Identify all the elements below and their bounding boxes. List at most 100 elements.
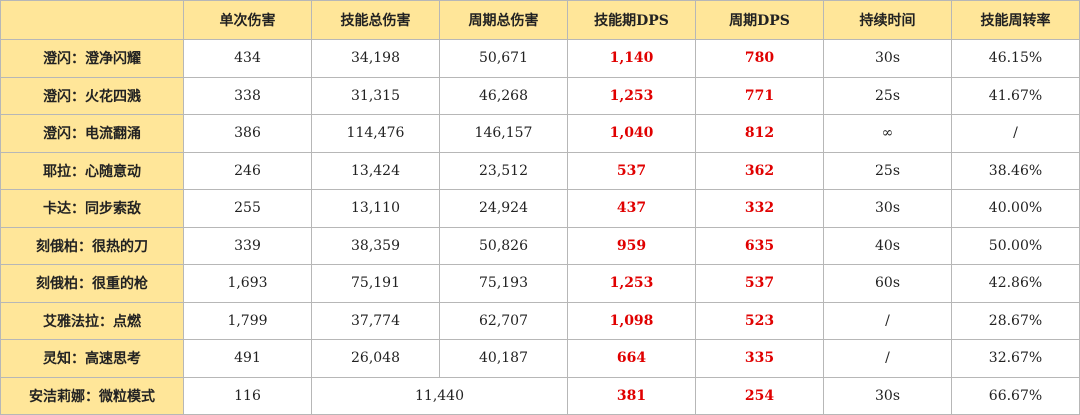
- table-cell: 362: [695, 151, 824, 190]
- table-cell: 11,440: [311, 376, 568, 415]
- header-row: 单次伤害 技能总伤害 周期总伤害 技能期DPS 周期DPS 持续时间 技能周转率: [0, 0, 1080, 40]
- table-cell: 13,424: [311, 151, 440, 190]
- table-row: 澄闪：火花四溅 338 31,315 46,268 1,253 771 25s 41.67%: [0, 76, 1080, 115]
- table-cell: 38.46%: [951, 151, 1080, 190]
- table-cell: 26,048: [311, 339, 440, 378]
- table-cell: 537: [695, 264, 824, 303]
- header-cell: 技能期DPS: [567, 0, 696, 40]
- table-row: 耶拉：心随意动 246 13,424 23,512 537 362 25s 38.46%: [0, 151, 1080, 190]
- table-cell: 771: [695, 76, 824, 115]
- row-label: 澄闪：电流翻涌: [0, 114, 184, 153]
- table-cell: 812: [695, 114, 824, 153]
- table-cell: 664: [567, 339, 696, 378]
- table-cell: 41.67%: [951, 76, 1080, 115]
- table-row: 安洁莉娜：微粒模式 116 11,440 381 254 30s 66.67%: [0, 376, 1080, 415]
- row-label: 刻俄柏：很重的枪: [0, 264, 184, 303]
- row-label: 刻俄柏：很热的刀: [0, 226, 184, 265]
- table-cell: 959: [567, 226, 696, 265]
- table-cell: /: [823, 301, 952, 340]
- table-cell: 116: [183, 376, 312, 415]
- table-cell: 146,157: [439, 114, 568, 153]
- table-cell: /: [823, 339, 952, 378]
- table-cell: 381: [567, 376, 696, 415]
- table-cell: 46.15%: [951, 39, 1080, 78]
- table-cell: 23,512: [439, 151, 568, 190]
- table-cell: 434: [183, 39, 312, 78]
- table-row: 澄闪：电流翻涌 386 114,476 146,157 1,040 812 ∞ /: [0, 114, 1080, 153]
- table-cell: 255: [183, 189, 312, 228]
- table-cell: 1,693: [183, 264, 312, 303]
- row-label: 卡达：同步索敌: [0, 189, 184, 228]
- table-cell: 60s: [823, 264, 952, 303]
- table-cell: 40s: [823, 226, 952, 265]
- table-cell: 335: [695, 339, 824, 378]
- table-cell: 50,826: [439, 226, 568, 265]
- table-cell: 254: [695, 376, 824, 415]
- table-cell: /: [951, 114, 1080, 153]
- table-cell: 34,198: [311, 39, 440, 78]
- table-cell: 50.00%: [951, 226, 1080, 265]
- table-cell: 25s: [823, 76, 952, 115]
- table-cell: 30s: [823, 376, 952, 415]
- table-cell: 40,187: [439, 339, 568, 378]
- header-cell: 技能周转率: [951, 0, 1080, 40]
- table-cell: 1,140: [567, 39, 696, 78]
- row-label: 艾雅法拉：点燃: [0, 301, 184, 340]
- table-cell: 25s: [823, 151, 952, 190]
- table-cell: 50,671: [439, 39, 568, 78]
- table-cell: 523: [695, 301, 824, 340]
- table-cell: 62,707: [439, 301, 568, 340]
- table-cell: ∞: [823, 114, 952, 153]
- table-row: 刻俄柏：很重的枪 1,693 75,191 75,193 1,253 537 60s 42.8…: [0, 264, 1080, 303]
- table-cell: 338: [183, 76, 312, 115]
- table-cell: 437: [567, 189, 696, 228]
- header-cell: 周期总伤害: [439, 0, 568, 40]
- table-row: 灵知：高速思考 491 26,048 40,187 664 335/32.67%: [0, 339, 1080, 378]
- table-cell: 46,268: [439, 76, 568, 115]
- table-cell: 30s: [823, 189, 952, 228]
- table-cell: 1,098: [567, 301, 696, 340]
- table-cell: 1,799: [183, 301, 312, 340]
- table-cell: 24,924: [439, 189, 568, 228]
- row-label: 灵知：高速思考: [0, 339, 184, 378]
- table-cell: 32.67%: [951, 339, 1080, 378]
- table-cell: 28.67%: [951, 301, 1080, 340]
- table-cell: 42.86%: [951, 264, 1080, 303]
- table-cell: 635: [695, 226, 824, 265]
- table-cell: 114,476: [311, 114, 440, 153]
- corner-cell: [0, 0, 184, 40]
- table-cell: 37,774: [311, 301, 440, 340]
- table-cell: 537: [567, 151, 696, 190]
- table-cell: 386: [183, 114, 312, 153]
- table-cell: 780: [695, 39, 824, 78]
- table-cell: 1,040: [567, 114, 696, 153]
- table-row: 刻俄柏：很热的刀 339 38,359 50,826 959 635 40s 50.00%: [0, 226, 1080, 265]
- row-label: 澄闪：火花四溅: [0, 76, 184, 115]
- table-cell: 1,253: [567, 264, 696, 303]
- table-cell: 40.00%: [951, 189, 1080, 228]
- table-cell: 75,191: [311, 264, 440, 303]
- header-cell: 周期DPS: [695, 0, 824, 40]
- table-cell: 30s: [823, 39, 952, 78]
- table-cell: 13,110: [311, 189, 440, 228]
- table-cell: 332: [695, 189, 824, 228]
- header-cell: 技能总伤害: [311, 0, 440, 40]
- table-cell: 491: [183, 339, 312, 378]
- table-cell: 1,253: [567, 76, 696, 115]
- row-label: 澄闪：澄净闪耀: [0, 39, 184, 78]
- table-row: 艾雅法拉：点燃 1,799 37,774 62,707 1,098 523/28.67%: [0, 301, 1080, 340]
- table-cell: 75,193: [439, 264, 568, 303]
- table-cell: 339: [183, 226, 312, 265]
- header-cell: 持续时间: [823, 0, 952, 40]
- table-row: 卡达：同步索敌 255 13,110 24,924 437 332 30s 40.00%: [0, 189, 1080, 228]
- row-label: 安洁莉娜：微粒模式: [0, 376, 184, 415]
- table-row: 澄闪：澄净闪耀 434 34,198 50,671 1,140 780 30s 46.15%: [0, 39, 1080, 78]
- header-cell: 单次伤害: [183, 0, 312, 40]
- table-cell: 38,359: [311, 226, 440, 265]
- table-cell: 31,315: [311, 76, 440, 115]
- row-label: 耶拉：心随意动: [0, 151, 184, 190]
- table-cell: 246: [183, 151, 312, 190]
- table-cell: 66.67%: [951, 376, 1080, 415]
